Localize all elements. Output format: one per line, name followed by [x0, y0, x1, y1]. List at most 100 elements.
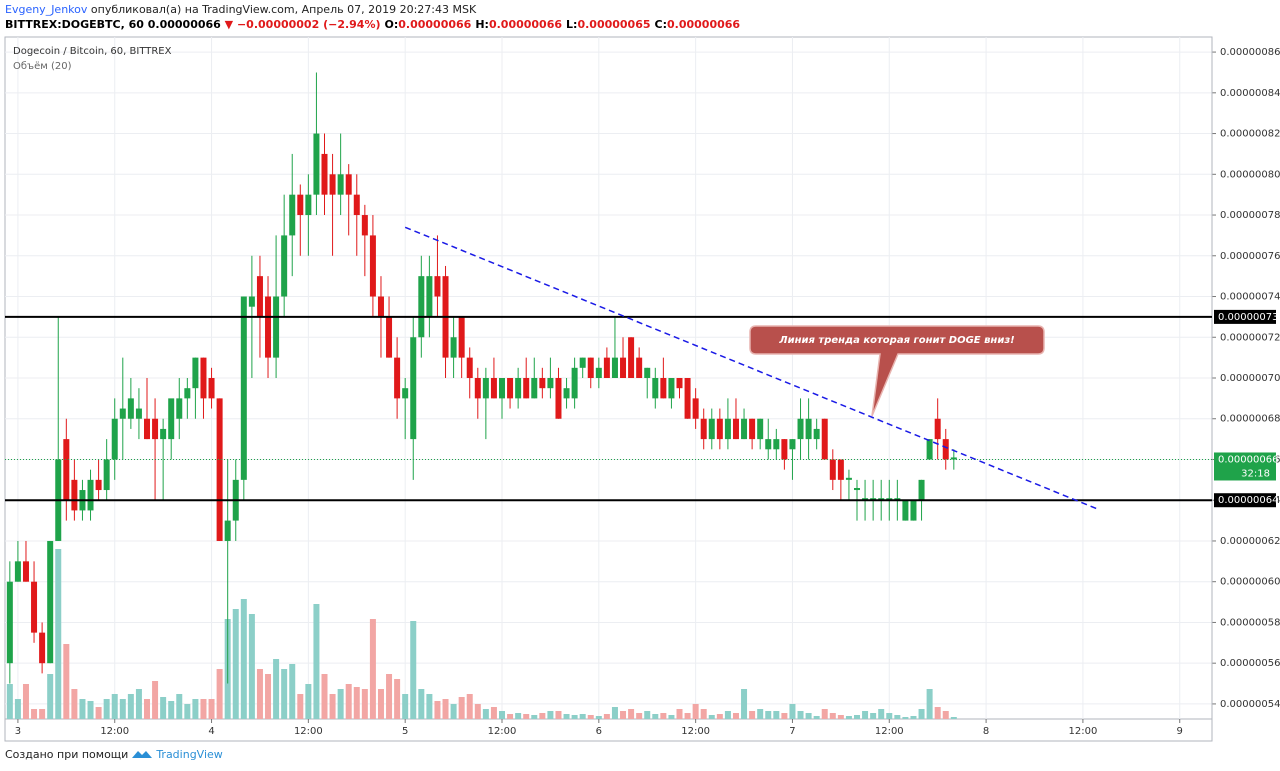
candle-body [490, 378, 497, 399]
volume-bar [434, 701, 441, 719]
last-price-label: 0.00000066 [1218, 454, 1278, 465]
change: ▼ −0.00000002 (−2.94%) [224, 18, 381, 31]
volume-bar [208, 699, 215, 719]
candle-body [837, 459, 844, 480]
candle-body [313, 133, 320, 195]
volume-bar [587, 715, 594, 719]
candle-body [732, 418, 739, 440]
volume-bar [757, 709, 764, 719]
candle-body [168, 398, 175, 440]
volume-bar [829, 713, 836, 719]
candle-body [87, 479, 94, 511]
volume-bar [418, 689, 425, 719]
candle-body [14, 561, 21, 582]
volume-bar [6, 684, 13, 719]
volume-bar [660, 713, 667, 719]
volume-bar [773, 711, 780, 719]
volume-bar [353, 687, 360, 719]
volume-bar [402, 694, 409, 719]
volume-bar [934, 707, 941, 719]
candle-body [805, 418, 812, 440]
candle-body [724, 418, 731, 440]
volume-bar [289, 664, 296, 719]
y-tick-label: 0.00000060 [1220, 577, 1280, 588]
candle-body [781, 439, 788, 460]
candle-body [595, 367, 602, 378]
candle-body [587, 357, 594, 378]
candle-body [845, 477, 852, 480]
candle-body [507, 378, 514, 399]
candle-body [466, 357, 473, 378]
candle-body [248, 296, 255, 307]
volume-bar [111, 694, 118, 719]
author[interactable]: Evgeny_Jenkov [5, 3, 88, 16]
candle-body [402, 388, 409, 399]
candle-body [345, 174, 352, 195]
candle-body [256, 276, 263, 317]
candle-body [942, 439, 949, 460]
volume-bar [555, 711, 562, 719]
publish-line: Evgeny_Jenkov опубликовал(а) на TradingV… [5, 3, 476, 16]
volume-bar [862, 711, 869, 719]
volume-bar [910, 716, 917, 719]
candle-body [757, 418, 764, 440]
volume-bar [135, 689, 142, 719]
candle-body [684, 378, 691, 419]
candle-body [458, 316, 465, 358]
y-tick-label: 0.00000054 [1220, 699, 1280, 710]
volume-bar [47, 674, 54, 719]
volume-bar [386, 674, 393, 719]
volume-bar [797, 711, 804, 719]
candle-body [394, 357, 401, 399]
volume-bar [394, 679, 401, 719]
volume-bar [749, 711, 756, 719]
volume-bar [644, 711, 651, 719]
volume-bar [313, 604, 320, 719]
candle-body [369, 235, 376, 297]
x-tick-label: 8 [983, 726, 989, 737]
x-tick-label: 9 [1177, 726, 1183, 737]
volume-bar [870, 713, 877, 719]
candle-body [741, 418, 748, 440]
x-tick-label: 12:00 [875, 726, 904, 737]
volume-bar [273, 659, 280, 719]
published: опубликовал(а) на TradingView.com, Апрел… [87, 3, 477, 16]
candle-body [31, 581, 38, 633]
candle-body [620, 357, 627, 378]
candle-body [200, 357, 207, 399]
candle-body [902, 500, 909, 521]
volume-bar [547, 711, 554, 719]
callout [749, 325, 1045, 417]
volume-bar [918, 709, 925, 719]
candle-body [103, 459, 110, 491]
candle-body [708, 418, 715, 440]
candle-body [700, 418, 707, 440]
footer: Создано при помощи TradingView [5, 748, 223, 761]
volume-bar [329, 694, 336, 719]
volume-bar [765, 711, 772, 719]
countdown: 32:18 [1241, 468, 1270, 479]
volume-bar [200, 699, 207, 719]
x-tick-label: 12:00 [294, 726, 323, 737]
volume-bar [789, 704, 796, 719]
volume-bar [39, 709, 46, 719]
x-tick-label: 12:00 [681, 726, 710, 737]
candle-body [668, 378, 675, 399]
volume-bar [256, 669, 263, 719]
candle-body [329, 174, 336, 195]
candle-body [321, 153, 328, 195]
volume-bar [886, 713, 893, 719]
brand[interactable]: TradingView [156, 748, 223, 761]
ohlc-label: O: [384, 18, 399, 31]
volume-bar [902, 717, 909, 719]
volume-bar [813, 716, 820, 719]
candle-body [6, 581, 13, 664]
volume-bar [176, 694, 183, 719]
candle-body [950, 457, 957, 460]
candle-body [474, 378, 481, 399]
candle-body [39, 632, 46, 664]
candle-body [426, 276, 433, 317]
volume-bar [63, 644, 70, 719]
volume-bar [168, 701, 175, 719]
candle-body [289, 194, 296, 236]
